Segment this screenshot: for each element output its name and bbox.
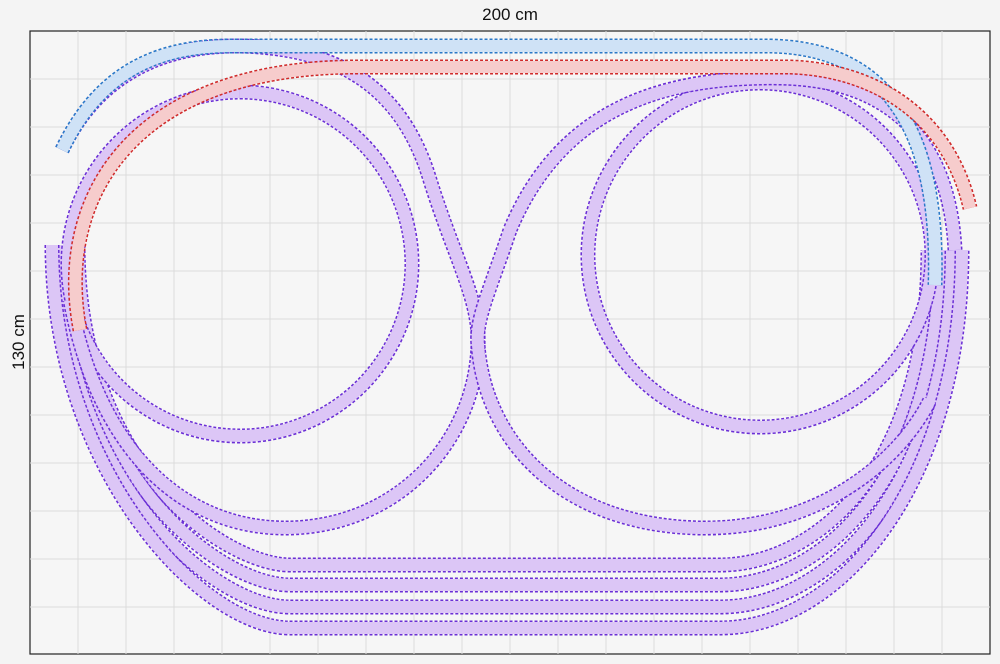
track-body xyxy=(52,244,958,613)
track-body xyxy=(46,244,968,634)
track xyxy=(60,84,420,444)
track-body xyxy=(581,77,938,433)
track xyxy=(67,59,978,332)
tracks xyxy=(44,38,978,636)
track xyxy=(580,75,940,435)
track xyxy=(55,38,943,286)
track-body xyxy=(471,71,961,535)
track-body xyxy=(69,61,976,332)
width-label: 200 cm xyxy=(482,5,538,24)
track-body xyxy=(61,86,418,442)
height-label: 130 cm xyxy=(9,314,28,370)
track xyxy=(44,244,970,636)
track xyxy=(50,244,960,615)
track-body xyxy=(56,40,942,286)
track xyxy=(470,70,963,536)
